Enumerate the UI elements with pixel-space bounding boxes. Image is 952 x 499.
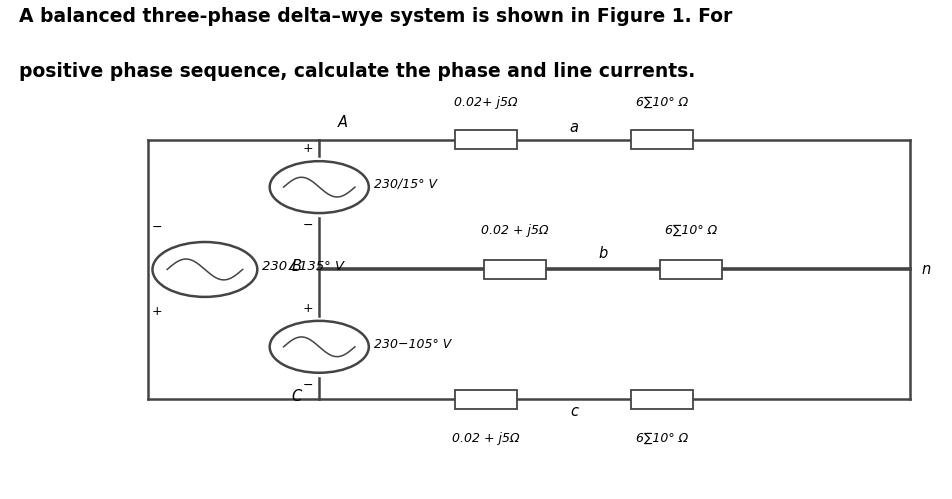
Text: b: b — [598, 246, 606, 261]
Text: n: n — [921, 262, 930, 277]
Text: 0.02 + j5Ω: 0.02 + j5Ω — [481, 224, 547, 237]
Text: positive phase sequence, calculate the phase and line currents.: positive phase sequence, calculate the p… — [19, 62, 695, 81]
FancyBboxPatch shape — [483, 260, 545, 279]
Text: 0.02+ j5Ω: 0.02+ j5Ω — [454, 96, 517, 109]
Text: −: − — [151, 221, 163, 234]
Text: 6∑10° Ω: 6∑10° Ω — [636, 96, 687, 109]
Text: −: − — [302, 379, 313, 392]
FancyBboxPatch shape — [455, 390, 516, 409]
FancyBboxPatch shape — [630, 130, 693, 149]
Text: A balanced three-phase delta–wye system is shown in Figure 1. For: A balanced three-phase delta–wye system … — [19, 7, 732, 26]
Text: 230−105° V: 230−105° V — [373, 338, 450, 351]
FancyBboxPatch shape — [659, 260, 722, 279]
Text: 6∑10° Ω: 6∑10° Ω — [636, 432, 687, 445]
Text: +: + — [302, 302, 313, 315]
Text: c: c — [569, 404, 578, 419]
FancyBboxPatch shape — [455, 130, 516, 149]
Text: 0.02 + j5Ω: 0.02 + j5Ω — [452, 432, 519, 445]
Text: B: B — [292, 259, 302, 274]
Text: +: + — [151, 305, 163, 318]
Text: C: C — [291, 389, 302, 404]
Text: +: + — [302, 142, 313, 155]
Text: −: − — [302, 219, 313, 232]
FancyBboxPatch shape — [630, 390, 693, 409]
Text: 230∕15° V: 230∕15° V — [373, 178, 436, 191]
Text: 230∠135° V: 230∠135° V — [262, 260, 344, 273]
Text: 6∑10° Ω: 6∑10° Ω — [664, 224, 716, 237]
Text: a: a — [569, 120, 578, 135]
Text: A: A — [338, 115, 347, 130]
